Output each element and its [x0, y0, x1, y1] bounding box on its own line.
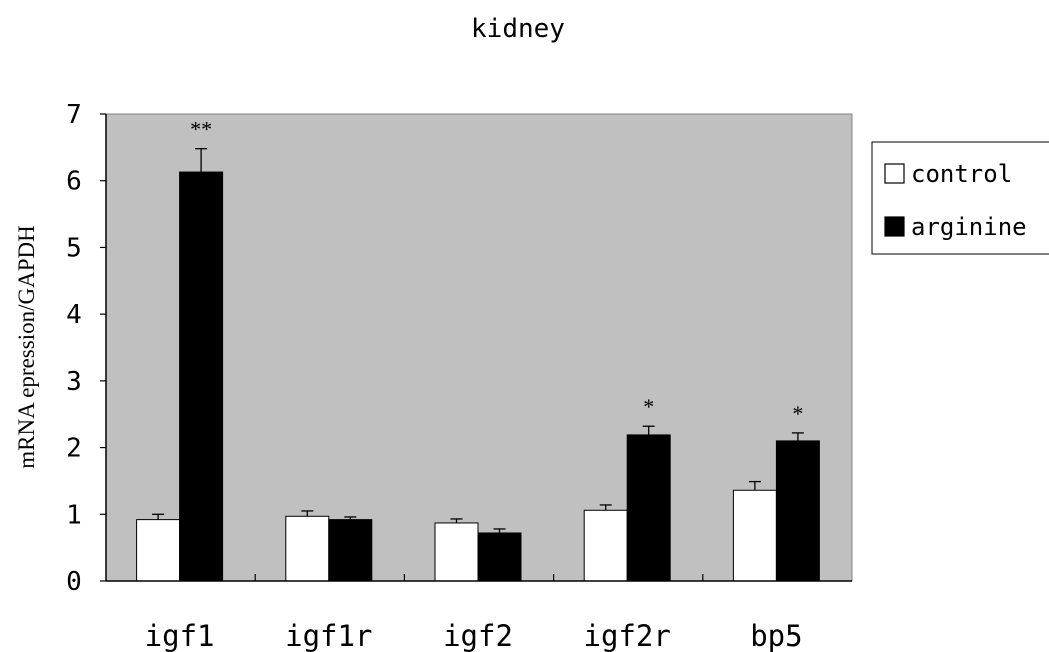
legend-label-control: control: [911, 160, 1012, 188]
x-axis-ticks: igf1 igf1r igf2 igf2r bp5: [145, 574, 803, 652]
x-tick-label: igf1r: [285, 619, 372, 652]
significance-label: *: [792, 401, 803, 426]
bar-control-bp5: [732, 489, 777, 582]
bar-arginine-igf1: [179, 171, 224, 582]
y-tick-label: 6: [66, 167, 82, 197]
y-tick-label: 3: [66, 367, 82, 397]
x-tick-label: igf1: [145, 619, 215, 652]
significance-label: *: [643, 394, 654, 419]
y-axis-ticks: 0 1 2 3 4 5 6 7: [66, 100, 106, 597]
x-tick-label: bp5: [750, 619, 802, 652]
y-axis-label: mRNA epression/GAPDH: [14, 225, 39, 468]
legend-label-arginine: arginine: [911, 213, 1027, 241]
bar-control-igf1: [136, 519, 181, 582]
plot-area: [105, 113, 853, 582]
bar-control-igf2: [434, 522, 479, 582]
bar-control-igf2r: [583, 509, 628, 582]
bar-arginine-bp5: [775, 440, 820, 582]
legend-swatch-control: [884, 163, 905, 184]
legend-swatch-arginine: [884, 216, 905, 237]
y-tick-label: 4: [66, 300, 82, 330]
y-tick-label: 7: [66, 100, 82, 130]
x-tick-label: igf2r: [584, 619, 671, 652]
y-tick-label: 5: [66, 233, 82, 263]
y-tick-label: 2: [66, 434, 82, 464]
bar-control-igf1r: [285, 515, 330, 582]
y-tick-label: 1: [66, 500, 82, 530]
significance-label: **: [190, 117, 212, 142]
legend: control arginine: [871, 141, 1049, 255]
x-tick-label: igf2: [443, 619, 513, 652]
bar-arginine-igf2r: [626, 434, 671, 582]
bar-arginine-igf2: [477, 532, 522, 582]
chart-title: kidney: [471, 14, 565, 44]
y-tick-label: 0: [66, 567, 82, 597]
bar-arginine-igf1r: [328, 519, 373, 582]
